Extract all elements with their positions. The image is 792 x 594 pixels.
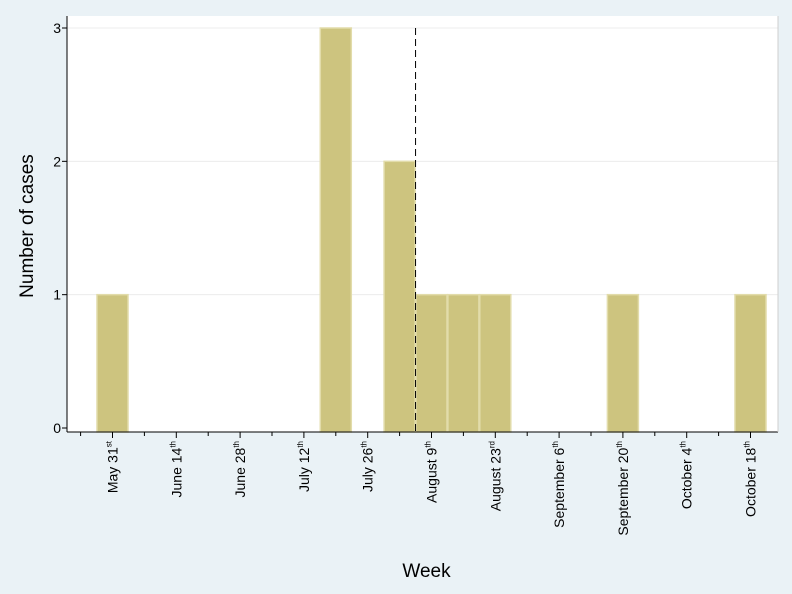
axes (66, 16, 779, 433)
bar (606, 293, 640, 433)
bar (96, 293, 129, 433)
x-tick-label: August 9th (424, 441, 440, 503)
x-axis-ticks: May 31st June 14th June 28th July 12th July … (80, 432, 759, 536)
x-tick-label: September 6th (551, 441, 567, 528)
y-tick-label: 0 (53, 420, 61, 436)
x-tick-label: June 14th (168, 441, 184, 498)
x-tick-label: July 26th (360, 441, 376, 492)
x-tick-label: August 23rd (487, 441, 503, 511)
x-tick-label: October 4th (679, 441, 695, 509)
x-tick-label: July 12th (296, 441, 312, 492)
x-tick-label: October 18th (743, 441, 759, 517)
bar (319, 27, 353, 433)
bar (447, 293, 480, 433)
bar (734, 293, 767, 433)
x-axis-title: Week (402, 561, 451, 582)
bar (479, 293, 512, 433)
y-axis-ticks: 0 1 2 3 (53, 20, 67, 436)
y-tick-label: 2 (53, 153, 61, 169)
y-tick-label: 3 (53, 20, 61, 36)
y-tick-label: 1 (53, 287, 61, 303)
bar (415, 293, 448, 433)
x-tick-label: June 28th (232, 441, 248, 498)
bars (96, 27, 767, 433)
y-axis-title: Number of cases (17, 154, 38, 298)
bar (383, 160, 416, 433)
x-tick-label: May 31st (105, 440, 121, 493)
x-tick-label: September 20th (615, 441, 631, 536)
